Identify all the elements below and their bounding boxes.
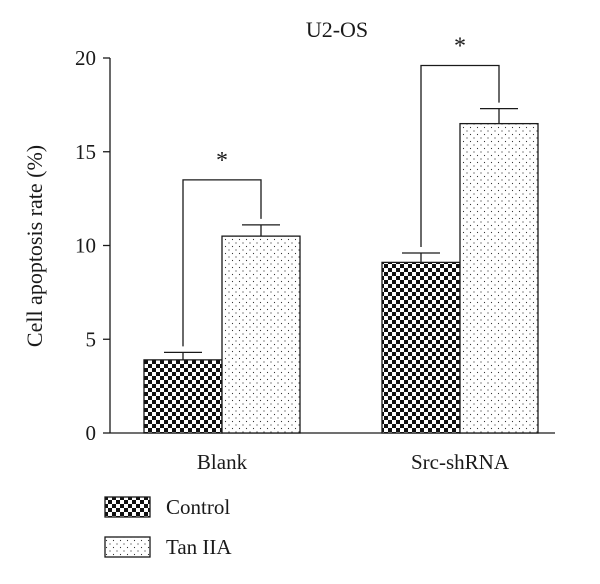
bars <box>143 122 539 434</box>
significance-star: * <box>454 34 466 60</box>
significance-star: * <box>216 148 228 174</box>
legend-swatch <box>104 536 151 558</box>
legend: Control Tan IIA <box>104 495 232 559</box>
significance-bracket: * <box>182 148 262 347</box>
bar-control-blank <box>143 359 223 434</box>
legend-item-tan-iia: Tan IIA <box>104 535 232 559</box>
x-tick-label: Blank <box>197 450 248 474</box>
significance-bracket: * <box>420 34 500 247</box>
y-tick-label: 20 <box>75 46 96 70</box>
error-bar <box>480 107 518 124</box>
legend-item-control: Control <box>104 495 230 519</box>
x-axis: Blank Src-shRNA <box>110 432 555 474</box>
bar-tan-iia-src-shrna <box>459 122 539 434</box>
y-axis: 0 5 10 15 20 <box>75 46 111 445</box>
significance-annotations: ** <box>182 34 500 347</box>
bar-tan-iia-blank <box>221 235 301 434</box>
legend-swatch <box>104 496 151 518</box>
y-tick-label: 0 <box>86 421 97 445</box>
chart-title: U2-OS <box>306 17 368 42</box>
legend-label: Control <box>166 495 230 519</box>
error-bar <box>242 224 280 237</box>
y-tick-label: 15 <box>75 140 96 164</box>
y-tick-label: 10 <box>75 234 96 258</box>
error-bar <box>402 252 440 263</box>
x-tick-label: Src-shRNA <box>411 450 510 474</box>
error-bar <box>164 351 202 360</box>
legend-label: Tan IIA <box>166 535 232 559</box>
bar-control-src-shrna <box>381 261 461 434</box>
y-tick-label: 5 <box>86 327 97 351</box>
y-axis-label: Cell apoptosis rate (%) <box>22 145 47 347</box>
error-bars <box>164 107 518 360</box>
